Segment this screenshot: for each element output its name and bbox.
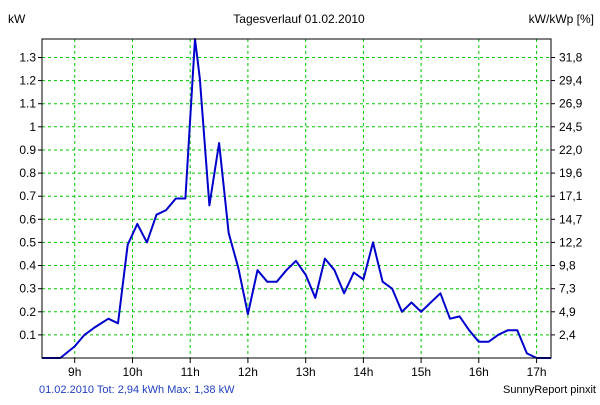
y-tick-label-right: 24,5	[559, 120, 583, 134]
power-series-line	[42, 38, 551, 359]
y-tick-label-right: 29,4	[559, 74, 583, 88]
x-tick-label: 16h	[469, 365, 489, 379]
footer-credit: SunnyReport pinxit	[503, 384, 596, 396]
x-tick-label: 9h	[68, 365, 81, 379]
footer-summary: 01.02.2010 Tot: 2,94 kWh Max: 1,38 kW	[39, 384, 235, 396]
y-tick-label-left: 0.6	[19, 212, 36, 226]
y-tick-label-right: 7,3	[559, 282, 576, 296]
x-tick-label: 14h	[353, 365, 373, 379]
y-tick-label-left: 0.4	[19, 259, 36, 273]
y-tick-label-left: 1	[29, 120, 36, 134]
y-tick-label-right: 14,7	[559, 212, 583, 226]
plot-frame	[41, 38, 552, 359]
y-tick-label-left: 0.3	[19, 282, 36, 296]
y-tick-label-right: 19,6	[559, 166, 583, 180]
y-tick-label-right: 31,8	[559, 51, 583, 65]
right-axis-unit: kW/kWp [%]	[529, 12, 594, 26]
y-tick-label-left: 1.1	[19, 97, 36, 111]
y-tick-label-right: 22,0	[559, 143, 583, 157]
y-tick-label-left: 0.9	[19, 143, 36, 157]
grid	[42, 39, 551, 358]
y-tick-label-right: 9,8	[559, 259, 576, 273]
y-tick-label-right: 4,9	[559, 305, 576, 319]
y-tick-label-left: 0.7	[19, 189, 36, 203]
x-tick-label: 15h	[411, 365, 431, 379]
x-tick-label: 13h	[296, 365, 316, 379]
x-tick-label: 11h	[181, 365, 200, 379]
y-tick-label-left: 1.2	[19, 74, 36, 88]
y-tick-label-left: 0.8	[19, 166, 36, 180]
x-tick-label: 12h	[238, 365, 258, 379]
y-tick-label-right: 26,9	[559, 97, 583, 111]
y-tick-label-left: 0.1	[19, 328, 36, 342]
series-layer	[42, 38, 551, 359]
chart-title: Tagesverlauf 01.02.2010	[233, 12, 365, 26]
left-axis-unit: kW	[8, 12, 26, 26]
y-tick-label-right: 17,1	[559, 189, 583, 203]
y-tick-label-left: 0.2	[19, 305, 36, 319]
y-tick-label-left: 0.5	[19, 235, 36, 249]
x-tick-label: 10h	[122, 365, 142, 379]
y-tick-label-right: 2,4	[559, 328, 576, 342]
x-tick-label: 17h	[527, 365, 547, 379]
tick-labels: 9h 10h 11h 12h 13h 14h 15h 16h 17h 0.1 0.2 0.3 0.4 0.…	[19, 51, 582, 380]
y-tick-label-left: 1.3	[19, 51, 36, 65]
y-tick-label-right: 12,2	[559, 235, 583, 249]
